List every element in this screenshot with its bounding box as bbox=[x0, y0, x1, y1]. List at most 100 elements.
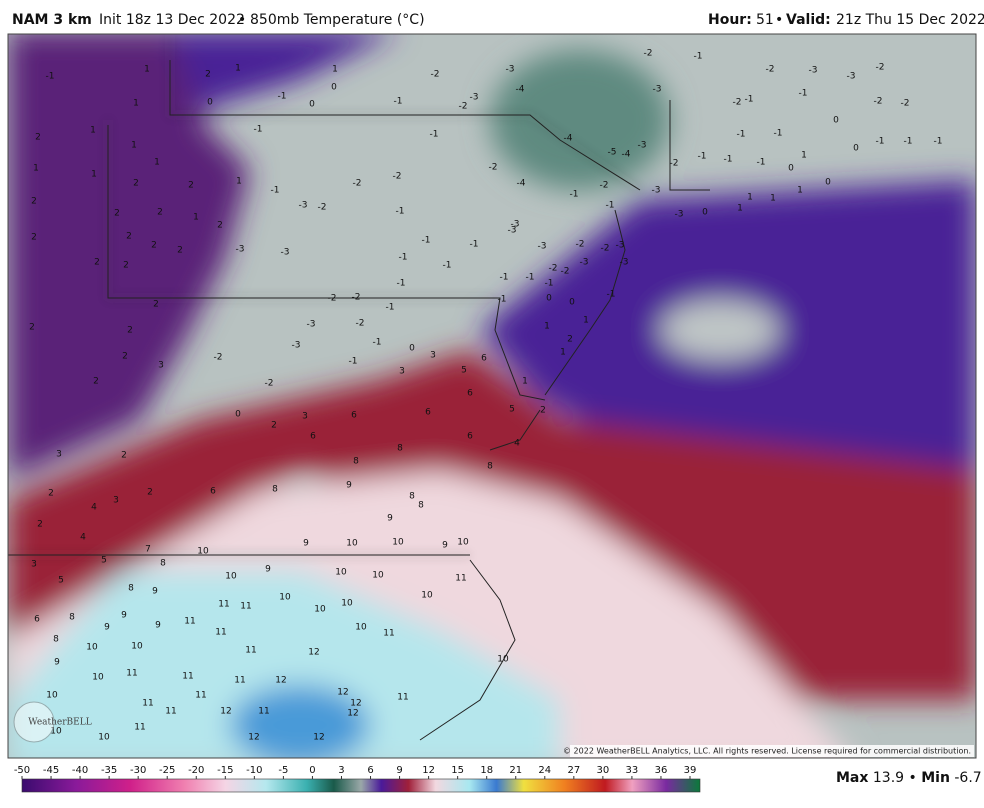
temperature-label: 11 bbox=[215, 628, 226, 638]
temperature-label: 10 bbox=[392, 538, 404, 548]
temperature-label: 2 bbox=[540, 406, 546, 416]
temperature-label: 4 bbox=[80, 533, 86, 543]
temperature-field bbox=[8, 34, 976, 758]
temperature-label: -2 bbox=[766, 65, 775, 75]
temperature-label: 11 bbox=[258, 707, 269, 717]
temperature-label: -2 bbox=[318, 203, 327, 213]
temperature-label: 9 bbox=[387, 514, 393, 524]
temperature-label: -2 bbox=[644, 49, 653, 59]
colorbar-tick-label: -20 bbox=[188, 765, 204, 776]
temperature-label: -3 bbox=[538, 242, 547, 252]
temperature-label: 12 bbox=[337, 688, 348, 698]
colorbar-tick-label: 33 bbox=[626, 765, 639, 776]
logo: WeatherBELL bbox=[13, 701, 92, 743]
temperature-label: -1 bbox=[396, 207, 405, 217]
temperature-label: -3 bbox=[281, 248, 290, 258]
temperature-label: 9 bbox=[121, 611, 127, 621]
temperature-label: 3 bbox=[399, 367, 405, 377]
temperature-label: -2 bbox=[601, 244, 610, 254]
temperature-label: -1 bbox=[498, 295, 507, 305]
stats-separator: • bbox=[909, 770, 917, 786]
temperature-label: 3 bbox=[113, 496, 119, 506]
colorbar-tick-label: 12 bbox=[422, 765, 435, 776]
temperature-label: -2 bbox=[431, 70, 440, 80]
temperature-label: 6 bbox=[210, 487, 216, 497]
colorbar-tick-label: 3 bbox=[338, 765, 344, 776]
temperature-label: 5 bbox=[101, 556, 107, 566]
max-label: Max bbox=[836, 770, 868, 786]
temperature-label: 8 bbox=[418, 501, 424, 511]
temperature-label: 0 bbox=[409, 344, 415, 354]
temperature-label: 3 bbox=[31, 560, 37, 570]
temperature-label: -2 bbox=[549, 264, 558, 274]
temperature-label: 2 bbox=[133, 179, 139, 189]
temperature-label: 12 bbox=[347, 709, 358, 719]
temperature-label: -2 bbox=[328, 294, 337, 304]
temperature-label: -1 bbox=[399, 253, 408, 263]
temperature-label: 3 bbox=[430, 351, 436, 361]
temperature-label: 1 bbox=[131, 141, 137, 151]
colorbar-tick-label: 21 bbox=[509, 765, 522, 776]
temperature-label: 0 bbox=[207, 98, 213, 108]
temperature-label: 9 bbox=[152, 587, 158, 597]
temperature-label: 11 bbox=[383, 629, 394, 639]
temperature-label: 10 bbox=[50, 727, 62, 737]
temperature-label: -1 bbox=[422, 236, 431, 246]
temperature-label: 0 bbox=[331, 83, 337, 93]
temperature-label: -3 bbox=[508, 226, 517, 236]
temperature-label: 9 bbox=[54, 658, 60, 668]
temperature-label: 12 bbox=[275, 676, 286, 686]
temperature-label: 2 bbox=[93, 377, 99, 387]
temperature-label: -3 bbox=[580, 258, 589, 268]
temperature-label: -2 bbox=[356, 319, 365, 329]
temperature-label: 10 bbox=[335, 568, 347, 578]
temperature-label: 1 bbox=[747, 193, 753, 203]
temperature-label: 2 bbox=[121, 451, 127, 461]
hour-label: Hour: bbox=[708, 12, 752, 28]
temperature-label: 0 bbox=[569, 298, 575, 308]
temperature-label: 12 bbox=[308, 648, 319, 658]
temperature-label: 8 bbox=[409, 492, 415, 502]
temperature-label: 1 bbox=[33, 164, 39, 174]
temperature-label: -1 bbox=[470, 240, 479, 250]
min-value: -6.7 bbox=[954, 770, 981, 786]
temperature-label: -3 bbox=[809, 66, 818, 76]
temperature-label: -1 bbox=[904, 137, 913, 147]
temperature-label: -3 bbox=[675, 210, 684, 220]
temperature-label: 8 bbox=[397, 444, 403, 454]
temperature-label: 1 bbox=[560, 348, 566, 358]
temperature-label: 0 bbox=[309, 100, 315, 110]
temperature-label: 9 bbox=[303, 539, 309, 549]
temperature-label: 0 bbox=[788, 164, 794, 174]
temperature-label: -3 bbox=[847, 72, 856, 82]
temperature-label: -1 bbox=[545, 279, 554, 289]
temperature-label: 10 bbox=[421, 591, 433, 601]
temperature-label: 10 bbox=[497, 655, 509, 665]
temperature-label: 1 bbox=[235, 64, 241, 74]
header-separator: • bbox=[775, 12, 783, 28]
temperature-label: 2 bbox=[31, 233, 37, 243]
temperature-label: 1 bbox=[193, 213, 199, 223]
colorbar-tick-label: 36 bbox=[655, 765, 668, 776]
temperature-label: 12 bbox=[248, 733, 259, 743]
colorbar-tick-label: -50 bbox=[14, 765, 30, 776]
temperature-label: 2 bbox=[127, 326, 133, 336]
temperature-label: -4 bbox=[622, 150, 631, 160]
temperature-label: -2 bbox=[600, 181, 609, 191]
colorbar-ticks: -50 -45 -40 -35 -30 -25 -20 -15 -10 -5 0 3 6 9 12 15 18 2… bbox=[14, 765, 696, 779]
logo-text: WeatherBELL bbox=[28, 718, 91, 728]
temperature-label: 8 bbox=[353, 457, 359, 467]
temperature-label: 5 bbox=[509, 405, 515, 415]
temperature-label: -1 bbox=[724, 155, 733, 165]
temperature-label: -3 bbox=[506, 65, 515, 75]
temperature-label: 2 bbox=[114, 209, 120, 219]
temperature-label: 2 bbox=[153, 300, 159, 310]
temperature-label: 2 bbox=[29, 323, 35, 333]
colorbar-tick-label: 30 bbox=[597, 765, 610, 776]
temperature-label: 6 bbox=[425, 408, 431, 418]
temperature-label: 11 bbox=[195, 691, 206, 701]
temperature-label: 11 bbox=[240, 602, 251, 612]
temperature-label: -1 bbox=[500, 273, 509, 283]
temperature-label: 1 bbox=[583, 316, 589, 326]
temperature-label: 11 bbox=[126, 669, 137, 679]
